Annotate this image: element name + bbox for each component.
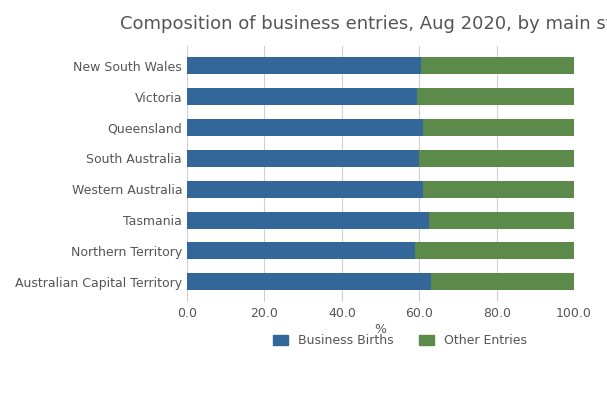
Bar [415, 242, 574, 259]
Bar [187, 88, 417, 105]
Bar [187, 119, 423, 136]
Bar [421, 57, 574, 74]
Bar [187, 212, 429, 228]
Bar [423, 119, 574, 136]
Bar [419, 150, 574, 167]
Legend: Business Births, Other Entries: Business Births, Other Entries [268, 329, 532, 352]
Bar [187, 273, 431, 290]
Bar [187, 150, 419, 167]
Bar [423, 181, 574, 198]
Bar [187, 181, 423, 198]
Bar [429, 212, 574, 228]
Title: Composition of business entries, Aug 2020, by main state: Composition of business entries, Aug 202… [120, 15, 607, 33]
X-axis label: %: % [375, 322, 387, 336]
Bar [431, 273, 574, 290]
Bar [187, 57, 421, 74]
Bar [187, 242, 415, 259]
Bar [417, 88, 574, 105]
